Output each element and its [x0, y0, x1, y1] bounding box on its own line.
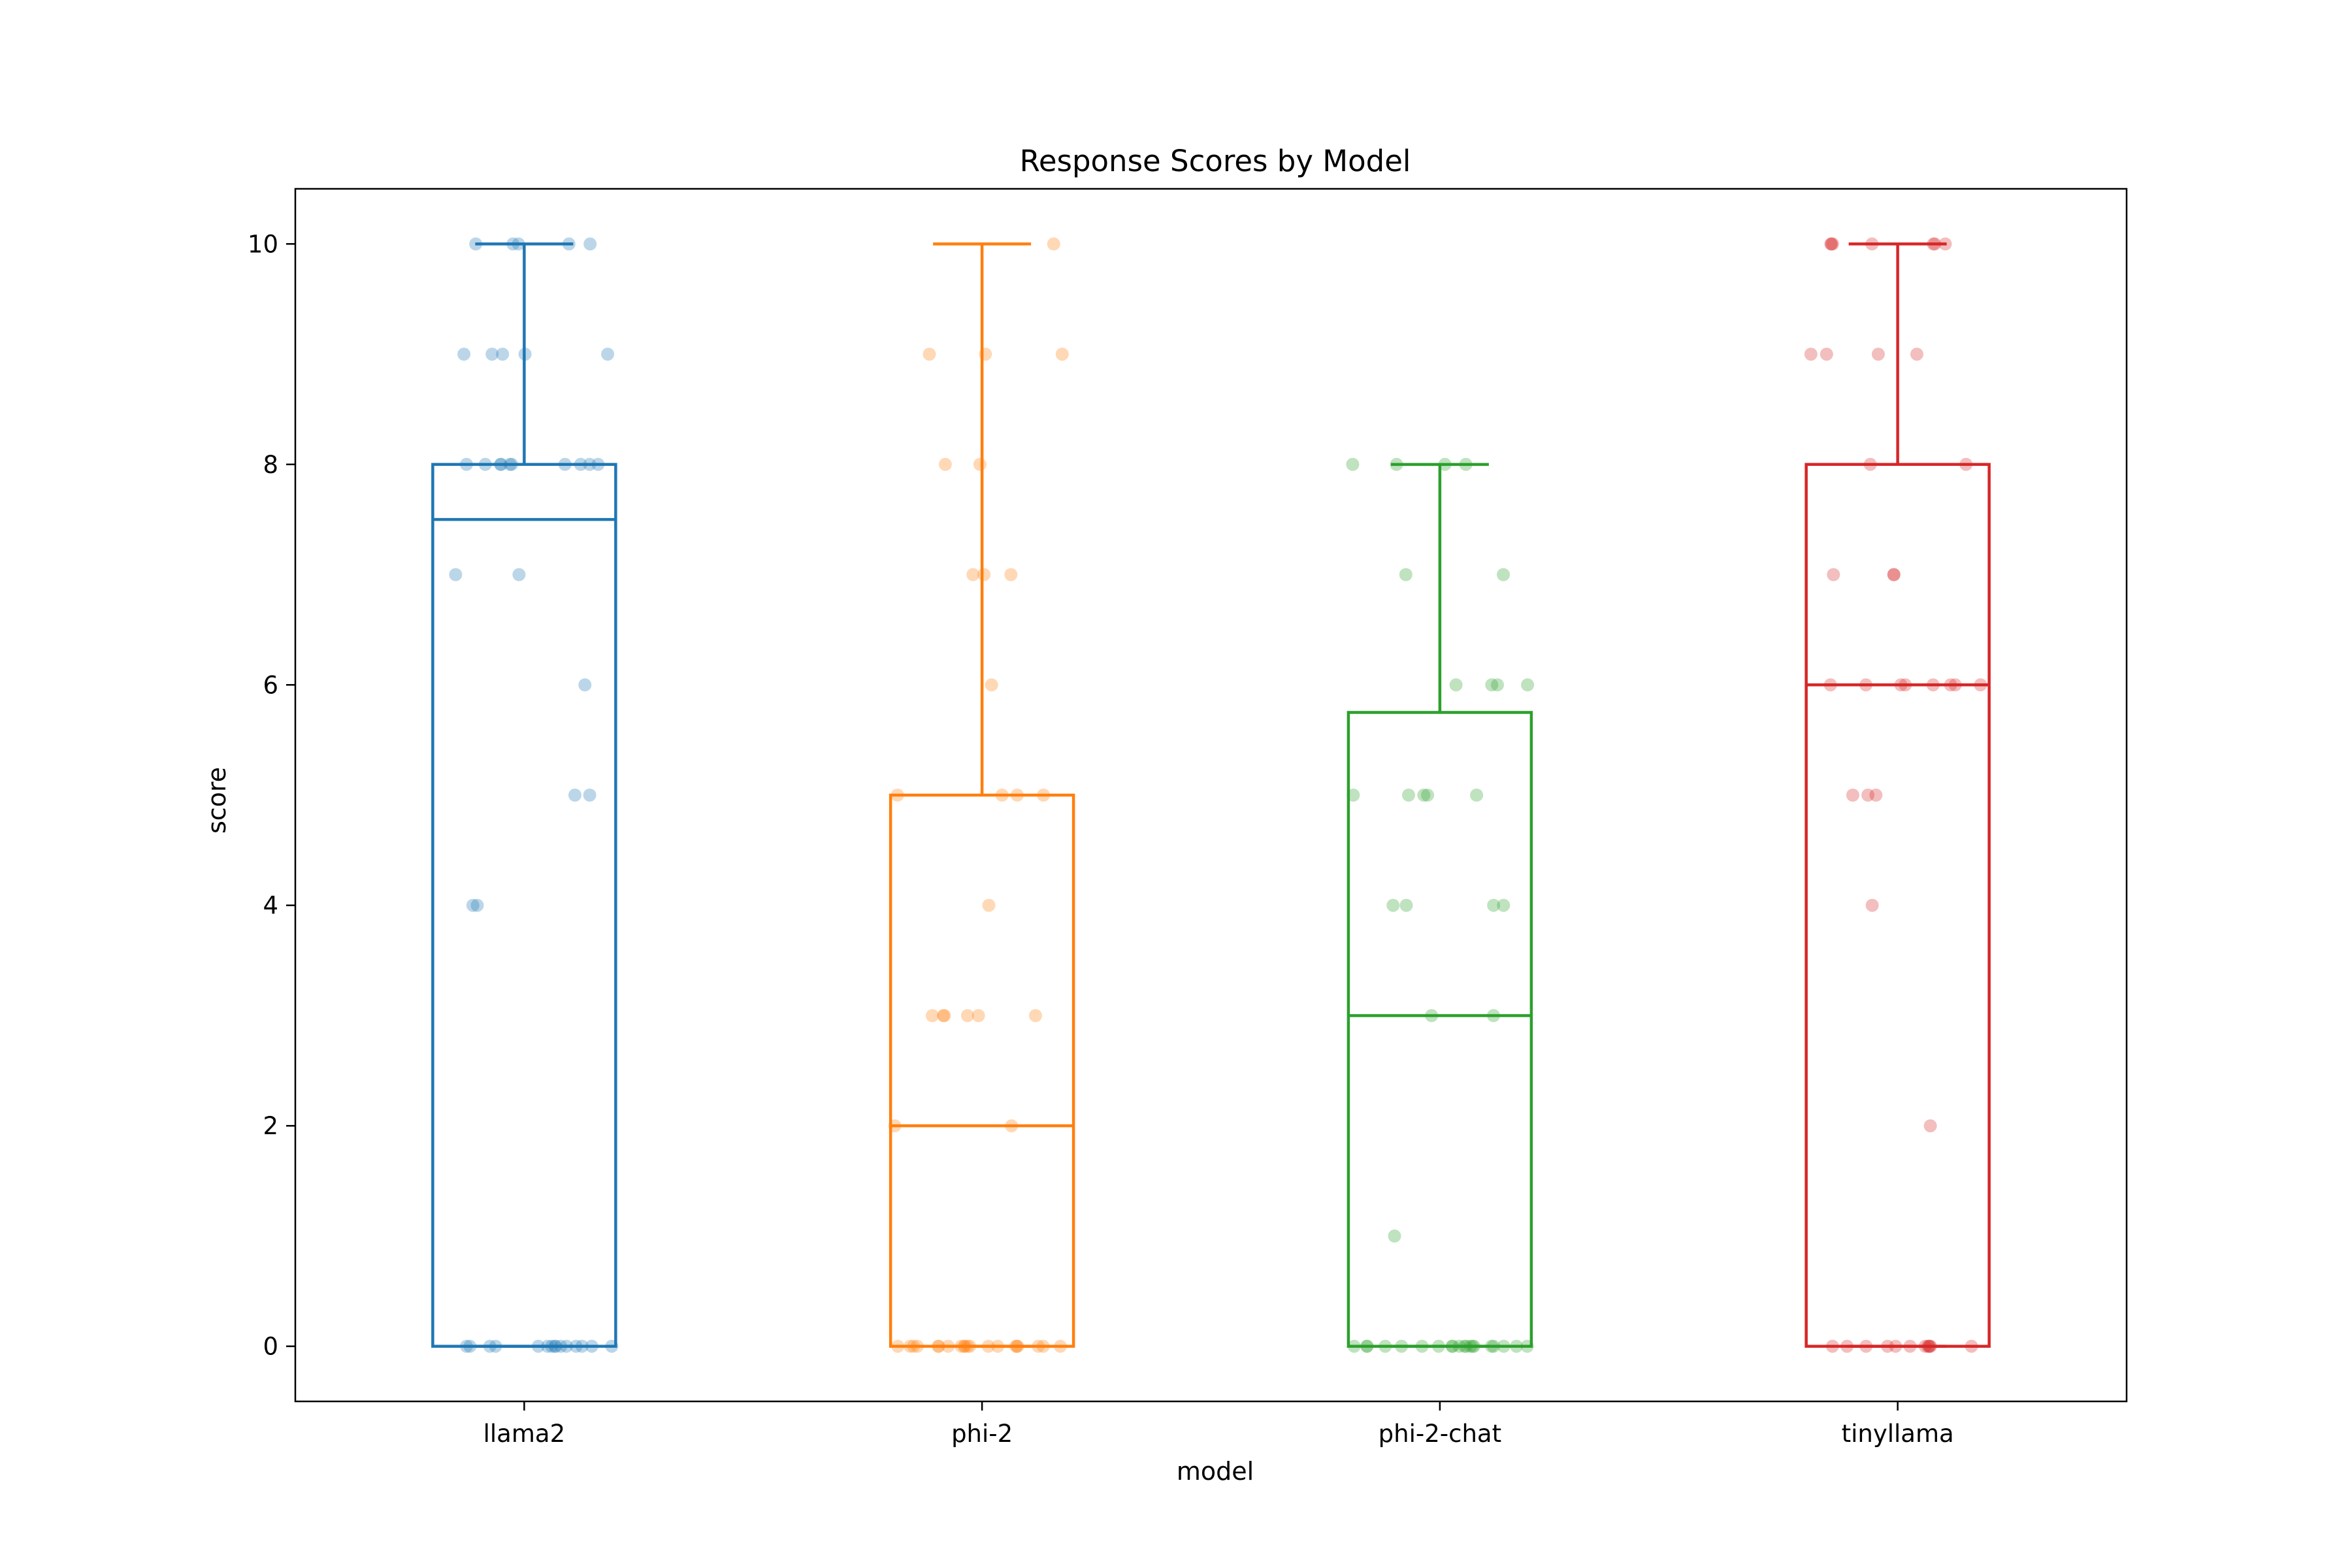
data-point-tinyllama-27	[1827, 568, 1840, 581]
y-axis-label: score	[203, 767, 231, 834]
data-point-llama2-33	[485, 348, 499, 361]
data-point-phi-2-chat-30	[1402, 789, 1415, 802]
data-point-tinyllama-16	[1861, 789, 1875, 802]
data-point-llama2-15	[470, 898, 484, 912]
data-point-tinyllama-35	[1824, 237, 1838, 251]
data-point-phi-2-38	[973, 457, 987, 471]
data-point-tinyllama-33	[1820, 348, 1833, 361]
data-point-phi-2-chat-37	[1399, 568, 1413, 581]
data-point-llama2-34	[496, 348, 510, 361]
x-tick-label-phi-2: phi-2	[951, 1420, 1013, 1448]
x-axis-label: model	[1177, 1457, 1254, 1486]
data-point-phi-2-chat-35	[1449, 678, 1463, 692]
data-point-phi-2-37	[938, 457, 952, 471]
data-point-phi-2-23	[936, 1009, 950, 1022]
data-point-phi-2-chat-34	[1521, 678, 1535, 692]
data-point-phi-2-chat-26	[1487, 898, 1501, 912]
y-tick-label-6: 6	[263, 671, 278, 699]
data-point-phi-2-chat-36	[1497, 568, 1510, 581]
data-point-tinyllama-31	[1910, 348, 1923, 361]
x-tick-label-llama2: llama2	[483, 1420, 566, 1448]
data-point-phi-2-chat-38	[1346, 457, 1360, 471]
data-point-llama2-21	[512, 568, 526, 581]
data-point-phi-2-34	[966, 568, 980, 581]
data-point-phi-2-chat-23	[1399, 898, 1413, 912]
y-tick-label-10: 10	[248, 230, 278, 258]
data-point-phi-2-42	[1047, 237, 1060, 251]
data-point-tinyllama-32	[1871, 348, 1885, 361]
data-point-phi-2-24	[960, 1009, 974, 1022]
data-point-phi-2-chat-25	[1386, 898, 1400, 912]
data-point-phi-2-27	[972, 1009, 985, 1022]
data-point-phi-2-chat-27	[1417, 789, 1431, 802]
data-point-phi-2-39	[1055, 348, 1069, 361]
data-point-phi-2-28	[982, 898, 996, 912]
data-point-tinyllama-14	[1869, 789, 1883, 802]
data-point-tinyllama-26	[1887, 568, 1901, 581]
data-point-tinyllama-34	[1826, 237, 1839, 251]
data-point-phi-2-chat-29	[1347, 789, 1360, 802]
data-point-phi-2-40	[923, 348, 936, 361]
data-point-tinyllama-36	[1825, 237, 1838, 251]
data-point-llama2-19	[578, 678, 592, 692]
data-point-tinyllama-12	[1923, 1119, 1937, 1133]
data-point-phi-2-chat-24	[1497, 898, 1511, 912]
data-point-tinyllama-13	[1865, 898, 1879, 912]
data-point-llama2-18	[583, 789, 596, 802]
data-point-phi-2-22	[938, 1009, 951, 1022]
data-point-tinyllama-25	[1887, 568, 1901, 581]
y-tick-label-8: 8	[263, 451, 278, 479]
data-point-phi-2-36	[1004, 568, 1018, 581]
data-point-phi-2-25	[926, 1009, 939, 1022]
data-point-phi-2-26	[1029, 1009, 1042, 1022]
data-point-llama2-20	[449, 568, 463, 581]
data-point-tinyllama-30	[1804, 348, 1818, 361]
data-point-llama2-41	[583, 237, 597, 251]
data-point-phi-2-chat-31	[1470, 789, 1484, 802]
data-point-tinyllama-15	[1846, 789, 1859, 802]
data-point-llama2-32	[457, 348, 471, 361]
plot-frame	[294, 188, 2128, 1403]
y-tick-label-0: 0	[263, 1333, 278, 1361]
data-point-phi-2-chat-33	[1485, 678, 1499, 692]
plot-area: 0 2 4 6 8 10 llama2 phi-2 phi-2-chat tinyllama	[248, 188, 2128, 1448]
data-point-llama2-36	[601, 348, 615, 361]
y-tick-label-4: 4	[263, 892, 278, 920]
data-point-phi-2-chat-28	[1421, 789, 1434, 802]
data-point-llama2-17	[568, 789, 581, 802]
data-point-phi-2-chat-20	[1388, 1229, 1401, 1243]
y-tick-label-2: 2	[263, 1112, 278, 1140]
data-point-llama2-16	[466, 898, 480, 912]
chart-title: Response Scores by Model	[1020, 144, 1411, 178]
x-tick-label-tinyllama: tinyllama	[1842, 1420, 1954, 1448]
data-point-phi-2-33	[985, 678, 998, 692]
x-tick-label-phi-2-chat: phi-2-chat	[1379, 1420, 1501, 1448]
data-point-phi-2-chat-32	[1491, 678, 1504, 692]
data-point-phi-2-35	[977, 568, 991, 581]
